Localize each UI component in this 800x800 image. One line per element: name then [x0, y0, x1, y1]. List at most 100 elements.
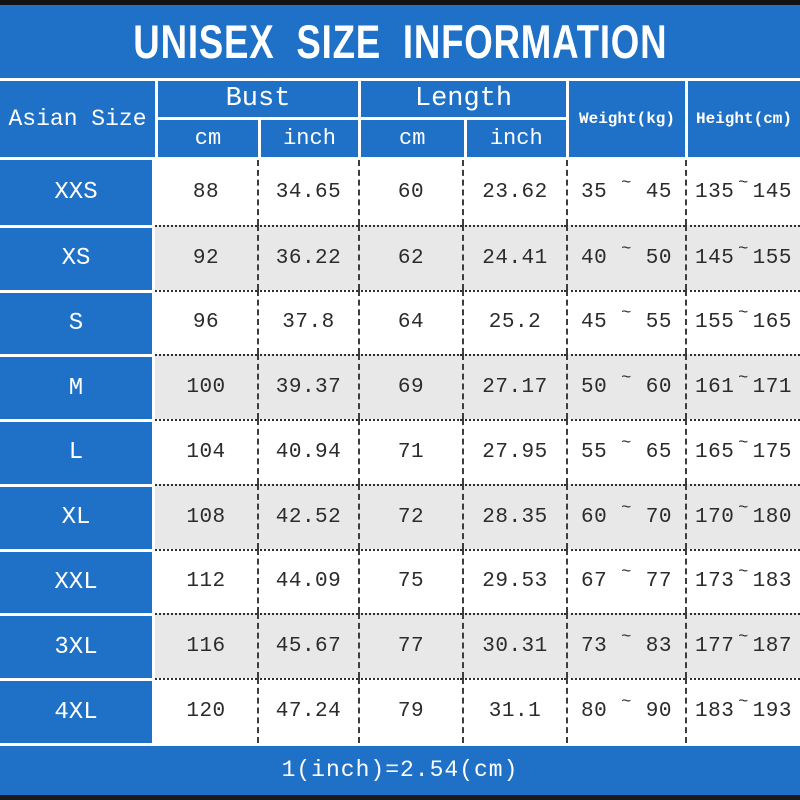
length-cm-cell: 72 [358, 483, 462, 549]
size-label: 3XL [0, 613, 155, 679]
header-height: Height(cm) [685, 81, 800, 157]
height-range-cell: 173 ~183 [685, 548, 800, 614]
height-max: 165 [752, 311, 792, 335]
tilde-separator: ~ [738, 433, 749, 453]
size-label: L [0, 419, 155, 484]
bust-inch-cell: 42.52 [257, 483, 358, 549]
size-label: M [0, 354, 155, 420]
length-inch-cell: 28.35 [462, 483, 566, 549]
tilde-separator: ~ [621, 693, 632, 712]
weight-max: 90 [645, 700, 672, 723]
tilde-separator: ~ [738, 628, 749, 648]
length-inch-cell: 27.17 [462, 354, 566, 420]
weight-min: 50 [581, 376, 608, 400]
weight-max: 55 [645, 311, 672, 335]
weight-max: 83 [645, 635, 672, 659]
weight-max: 65 [645, 440, 672, 464]
length-cm-cell: 79 [358, 678, 462, 743]
height-max: 193 [752, 700, 792, 723]
weight-range-cell: 35 ~45 [566, 160, 685, 225]
weight-max: 77 [645, 570, 672, 594]
bust-inch-cell: 44.09 [257, 548, 358, 614]
bust-cm-cell: 120 [155, 678, 257, 743]
table-row-s: S 96 37.8 64 25.2 45 ~55 155 ~165 [0, 289, 800, 355]
length-cm-cell: 64 [358, 289, 462, 355]
weight-min: 67 [581, 570, 608, 594]
height-max: 155 [752, 246, 792, 270]
header-length-label: Length [361, 81, 566, 120]
length-inch-cell: 31.1 [462, 678, 566, 743]
tilde-separator: ~ [621, 433, 632, 453]
height-range-cell: 165 ~175 [685, 419, 800, 484]
bust-inch-cell: 37.8 [257, 289, 358, 355]
header-group-length: Length cm inch [358, 81, 566, 157]
weight-min: 35 [581, 180, 608, 204]
height-range-cell: 177 ~187 [685, 613, 800, 679]
tilde-separator: ~ [738, 239, 749, 259]
header-bust-label: Bust [158, 81, 358, 120]
header-asian-size: Asian Size [8, 106, 147, 132]
length-inch-cell: 29.53 [462, 548, 566, 614]
tilde-separator: ~ [621, 498, 632, 518]
top-black-bar [0, 0, 800, 5]
bust-cm-cell: 112 [155, 548, 257, 614]
weight-range-cell: 45 ~55 [566, 289, 685, 355]
bust-inch-cell: 40.94 [257, 419, 358, 484]
tilde-separator: ~ [738, 563, 749, 583]
height-min: 161 [695, 376, 735, 400]
footer-divider [0, 742, 800, 746]
height-min: 145 [695, 246, 735, 270]
height-min: 155 [695, 311, 735, 335]
size-label: XS [0, 224, 155, 290]
length-cm-cell: 71 [358, 419, 462, 484]
height-range-cell: 161 ~171 [685, 354, 800, 420]
bust-cm-cell: 88 [155, 160, 257, 225]
tilde-separator: ~ [738, 173, 749, 193]
height-max: 175 [752, 440, 792, 464]
weight-range-cell: 73 ~83 [566, 613, 685, 679]
weight-range-cell: 80 ~90 [566, 678, 685, 743]
length-inch-cell: 25.2 [462, 289, 566, 355]
weight-min: 40 [581, 246, 608, 270]
length-cm-cell: 62 [358, 224, 462, 290]
height-range-cell: 145 ~155 [685, 224, 800, 290]
height-min: 173 [695, 570, 735, 594]
table-row-4xl: 4XL 120 47.24 79 31.1 80 ~90 183 ~193 [0, 678, 800, 743]
table-body: XXS 88 34.65 60 23.62 35 ~45 135 ~145 XS 9… [0, 157, 800, 743]
header-length-inch: inch [463, 120, 567, 157]
bust-cm-cell: 104 [155, 419, 257, 484]
conversion-note: 1(inch)=2.54(cm) [281, 757, 519, 784]
weight-min: 60 [581, 505, 608, 529]
height-max: 183 [752, 570, 792, 594]
weight-max: 45 [645, 180, 672, 204]
weight-min: 80 [581, 700, 608, 723]
tilde-separator: ~ [621, 369, 632, 389]
tilde-separator: ~ [621, 563, 632, 583]
table-row-l: L 104 40.94 71 27.95 55 ~65 165 ~175 [0, 419, 800, 484]
tilde-separator: ~ [738, 693, 749, 712]
bust-cm-cell: 96 [155, 289, 257, 355]
table-row-m: M 100 39.37 69 27.17 50 ~60 161 ~171 [0, 354, 800, 420]
weight-max: 70 [645, 505, 672, 529]
table-row-xl: XL 108 42.52 72 28.35 60 ~70 170 ~180 [0, 483, 800, 549]
title-banner: UNISEX SIZE INFORMATION [0, 5, 800, 78]
length-inch-cell: 30.31 [462, 613, 566, 679]
weight-range-cell: 60 ~70 [566, 483, 685, 549]
size-label: XXS [0, 160, 155, 225]
tilde-separator: ~ [621, 304, 632, 324]
height-min: 177 [695, 635, 735, 659]
length-inch-cell: 27.95 [462, 419, 566, 484]
bottom-black-bar [0, 794, 800, 800]
weight-range-cell: 67 ~77 [566, 548, 685, 614]
table-row-xxl: XXL 112 44.09 75 29.53 67 ~77 173 ~183 [0, 548, 800, 614]
weight-min: 73 [581, 635, 608, 659]
size-label: S [0, 289, 155, 355]
bust-inch-cell: 34.65 [257, 160, 358, 225]
length-cm-cell: 60 [358, 160, 462, 225]
bust-inch-cell: 39.37 [257, 354, 358, 420]
table-header: Asian Size Bust cm inch Length cm inch W… [0, 81, 800, 157]
bust-cm-cell: 92 [155, 224, 257, 290]
weight-min: 55 [581, 440, 608, 464]
header-bust-cm: cm [194, 126, 222, 151]
size-label: XXL [0, 548, 155, 614]
